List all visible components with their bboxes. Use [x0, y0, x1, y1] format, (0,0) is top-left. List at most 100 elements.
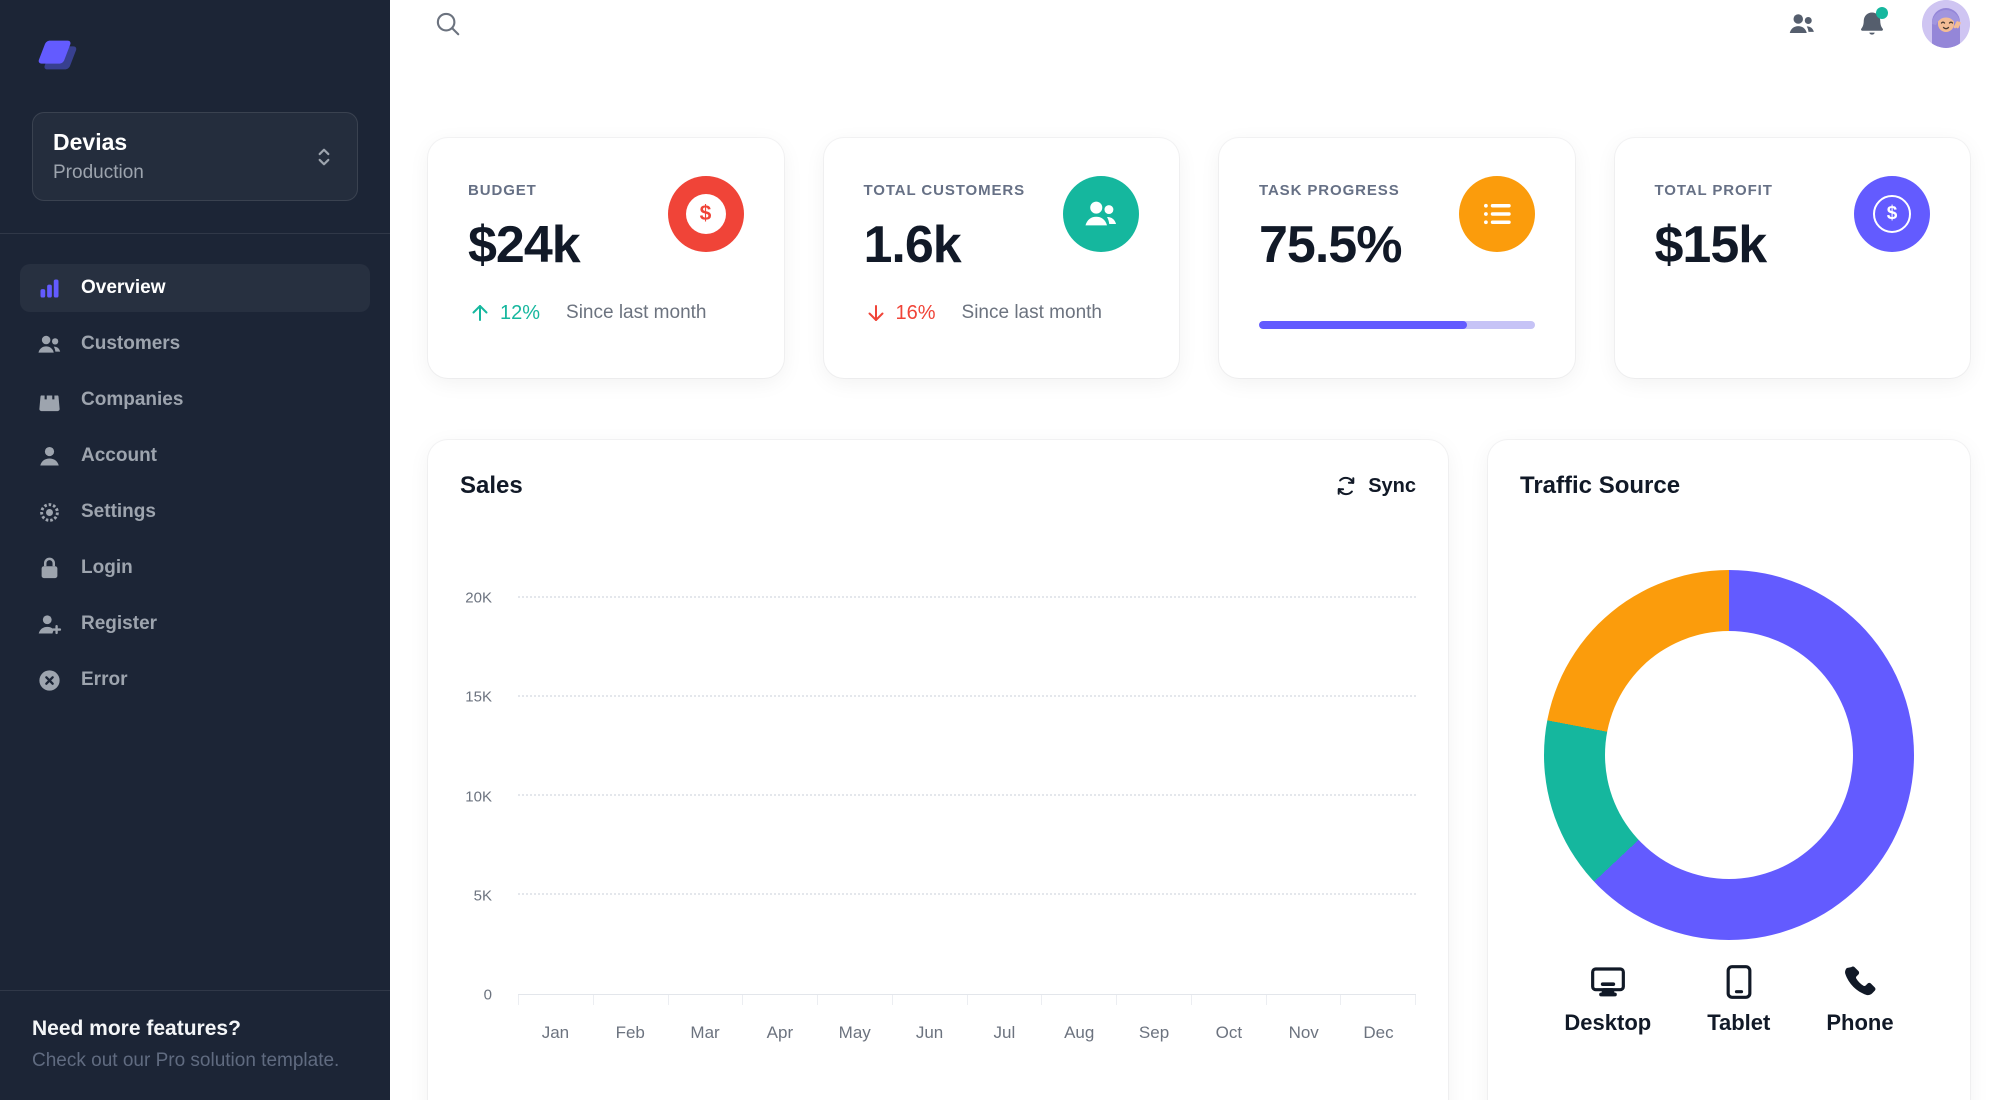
- trend-caption: Since last month: [961, 302, 1102, 323]
- arrow-down-icon: [868, 305, 883, 321]
- sidebar-item-label: Login: [81, 557, 133, 578]
- sidebar-nav: Overview Customers Companies Account: [0, 234, 390, 990]
- workspace-selector[interactable]: Devias Production: [32, 112, 358, 201]
- sidebar-item-label: Companies: [81, 389, 184, 410]
- sidebar-item-label: Settings: [81, 501, 156, 522]
- x-circle-icon: [36, 667, 63, 694]
- x-axis-label: Apr: [766, 1023, 794, 1042]
- task-progress-bar: [1259, 321, 1535, 329]
- main-area: BUDGET $24k $ 12% Since last month: [390, 0, 2000, 1100]
- x-axis-tick: [1042, 995, 1117, 1005]
- stat-value: 75.5%: [1259, 216, 1402, 274]
- task-progress-card: TASK PROGRESS 75.5%: [1219, 138, 1575, 378]
- search-icon: [436, 12, 460, 36]
- sidebar: Devias Production Overview Custome: [0, 0, 390, 1100]
- sidebar-item-login[interactable]: Login: [20, 544, 370, 592]
- notifications-button[interactable]: [1852, 4, 1892, 44]
- arrow-up-icon: [472, 305, 488, 321]
- bag-icon: [36, 387, 63, 414]
- device-label: Tablet: [1707, 1010, 1771, 1035]
- traffic-title: Traffic Source: [1520, 472, 1681, 499]
- sidebar-item-label: Customers: [81, 333, 181, 354]
- x-axis-label: Nov: [1288, 1023, 1319, 1042]
- stat-value: $15k: [1654, 216, 1768, 274]
- search-button[interactable]: [428, 4, 468, 44]
- sidebar-item-label: Error: [81, 669, 128, 690]
- x-axis-label: Jul: [993, 1023, 1016, 1042]
- sidebar-footer-divider: [0, 990, 390, 991]
- donut-hole: [1605, 631, 1853, 879]
- trend-value: 12%: [500, 301, 541, 324]
- device-label: Desktop: [1564, 1010, 1652, 1035]
- x-axis-label: Dec: [1363, 1023, 1394, 1042]
- stat-label: BUDGET: [468, 182, 537, 199]
- devias-logo-icon[interactable]: [32, 30, 82, 80]
- gridline: [518, 695, 1416, 697]
- x-axis-tick: [669, 995, 744, 1005]
- notification-dot: [1876, 7, 1888, 19]
- sales-plot: [518, 596, 1416, 995]
- x-axis-tick: [518, 995, 594, 1005]
- sidebar-item-settings[interactable]: Settings: [20, 488, 370, 536]
- x-axis-label: Jun: [915, 1023, 944, 1042]
- gridline: [518, 893, 1416, 895]
- trend-value: 16%: [895, 301, 936, 324]
- user-avatar[interactable]: [1922, 0, 1970, 48]
- device-desktop: Desktop: [1564, 962, 1651, 1036]
- x-axis-tick: [1117, 995, 1192, 1005]
- device-label: Phone: [1826, 1010, 1894, 1035]
- stat-value: $24k: [468, 216, 581, 274]
- x-axis-tick: [968, 995, 1043, 1005]
- y-axis-tick: 20K: [465, 589, 492, 607]
- charts-row: Sales Sync 0 5K 10K 15K 20K Jan Feb: [428, 440, 1970, 1100]
- x-axis-label: Feb: [615, 1023, 645, 1042]
- sidebar-divider: [0, 233, 390, 234]
- workspace-info: Devias Production: [53, 129, 144, 184]
- gridline: [518, 596, 1416, 598]
- page-content: BUDGET $24k $ 12% Since last month: [390, 48, 2000, 1100]
- x-axis-label: Jan: [541, 1023, 570, 1042]
- topbar-actions: [1782, 0, 1970, 48]
- trend-row: 12% Since last month: [468, 301, 744, 325]
- sidebar-item-label: Overview: [81, 277, 166, 298]
- gear-icon: [36, 499, 63, 526]
- sales-card: Sales Sync 0 5K 10K 15K 20K Jan Feb: [428, 440, 1448, 1100]
- tablet-icon: [1726, 965, 1752, 999]
- x-axis-label: Oct: [1215, 1023, 1243, 1042]
- traffic-source-card: Traffic Source Desktop Tablet: [1488, 440, 1970, 1100]
- user-icon: [36, 443, 63, 470]
- traffic-donut: [1544, 570, 1914, 940]
- arrows-clockwise-icon: [1337, 476, 1355, 496]
- sidebar-top: Devias Production: [0, 0, 390, 201]
- sales-ticks: [518, 995, 1416, 1005]
- sidebar-item-account[interactable]: Account: [20, 432, 370, 480]
- users-icon: [1063, 176, 1139, 252]
- x-axis-label: Aug: [1064, 1023, 1095, 1042]
- sales-chart: 0 5K 10K 15K 20K Jan Feb Mar Apr May Jun Jul Aug Sep…: [460, 590, 1416, 1043]
- x-axis-label: Sep: [1138, 1023, 1170, 1042]
- chart-bar-icon: [36, 275, 63, 302]
- sidebar-footer-title: Need more features?: [32, 1017, 241, 1040]
- sidebar-item-customers[interactable]: Customers: [20, 320, 370, 368]
- y-axis-tick: 15K: [465, 688, 492, 706]
- topbar: [390, 0, 2000, 48]
- sidebar-item-companies[interactable]: Companies: [20, 376, 370, 424]
- sidebar-footer-subtitle: Check out our Pro solution template.: [32, 1050, 340, 1071]
- contacts-button[interactable]: [1782, 4, 1822, 44]
- users-icon: [1789, 14, 1814, 33]
- sidebar-item-error[interactable]: Error: [20, 656, 370, 704]
- y-axis-tick: 0: [483, 986, 492, 1004]
- sales-ylabels: 0 5K 10K 15K 20K: [460, 590, 504, 1004]
- stat-label: TOTAL CUSTOMERS: [863, 182, 1026, 199]
- workspace-name: Devias: [53, 129, 128, 155]
- sidebar-item-overview[interactable]: Overview: [20, 264, 370, 312]
- device-tablet: Tablet: [1707, 962, 1770, 1036]
- users-icon: [36, 331, 63, 358]
- user-plus-icon: [36, 611, 63, 638]
- y-axis-tick: 10K: [465, 788, 492, 805]
- sidebar-item-register[interactable]: Register: [20, 600, 370, 648]
- sidebar-item-label: Register: [81, 613, 158, 634]
- sync-label: Sync: [1368, 474, 1416, 497]
- sync-button[interactable]: Sync: [1334, 474, 1416, 498]
